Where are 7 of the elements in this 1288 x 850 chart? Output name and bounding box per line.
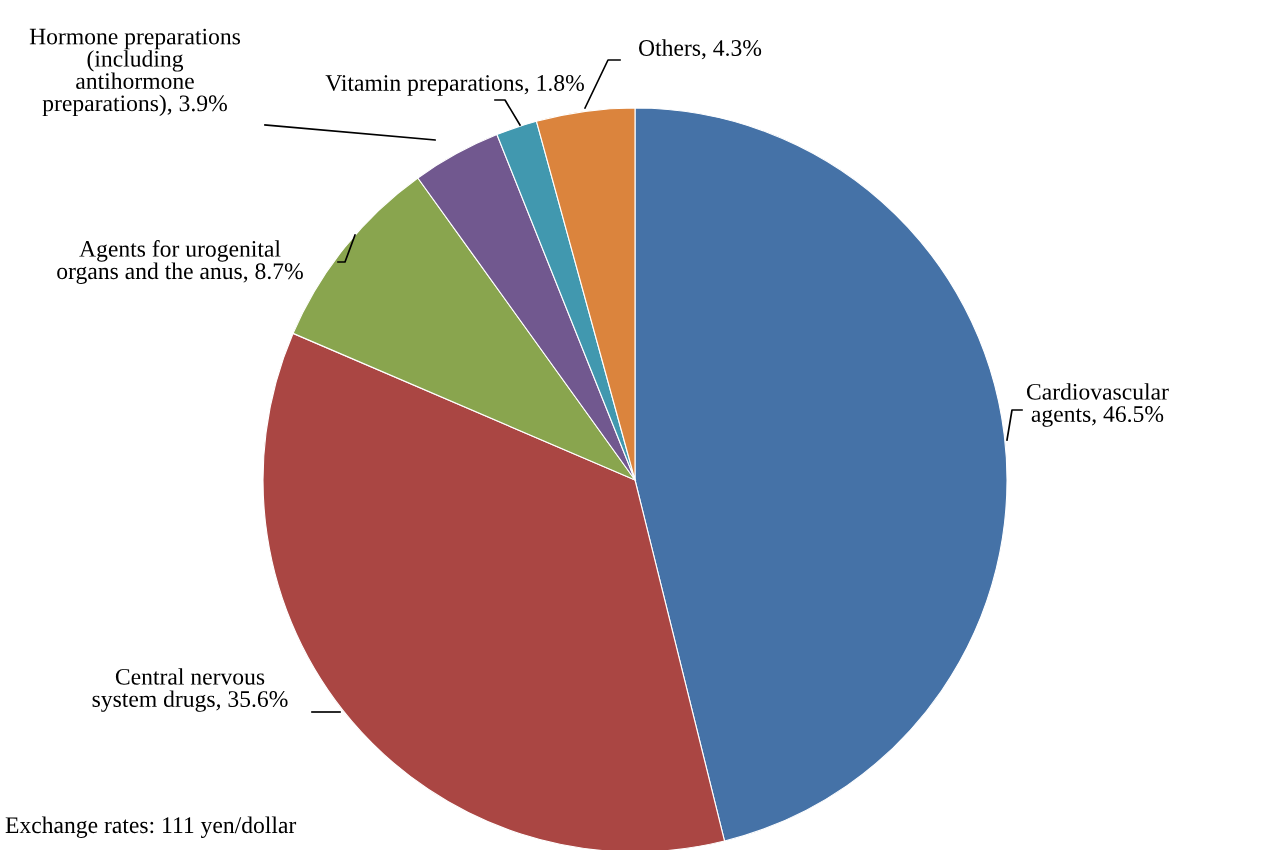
slice-label: Hormone preparations (including antihormone preparations), 3.9% [29, 28, 241, 117]
slice-label: Agents for urogenital organs and the anus, 8.7% [57, 239, 303, 285]
slice-label: Cardiovascular agents, 46.5% [1026, 383, 1169, 427]
slice-label: Vitamin preparations, 1.8% [325, 74, 584, 96]
slice-label: Central nervous system drugs, 35.6% [92, 668, 288, 712]
text: Exchange rates: 111 yen/dollar [5, 816, 297, 838]
slice-label: Others, 4.3% [639, 39, 762, 60]
